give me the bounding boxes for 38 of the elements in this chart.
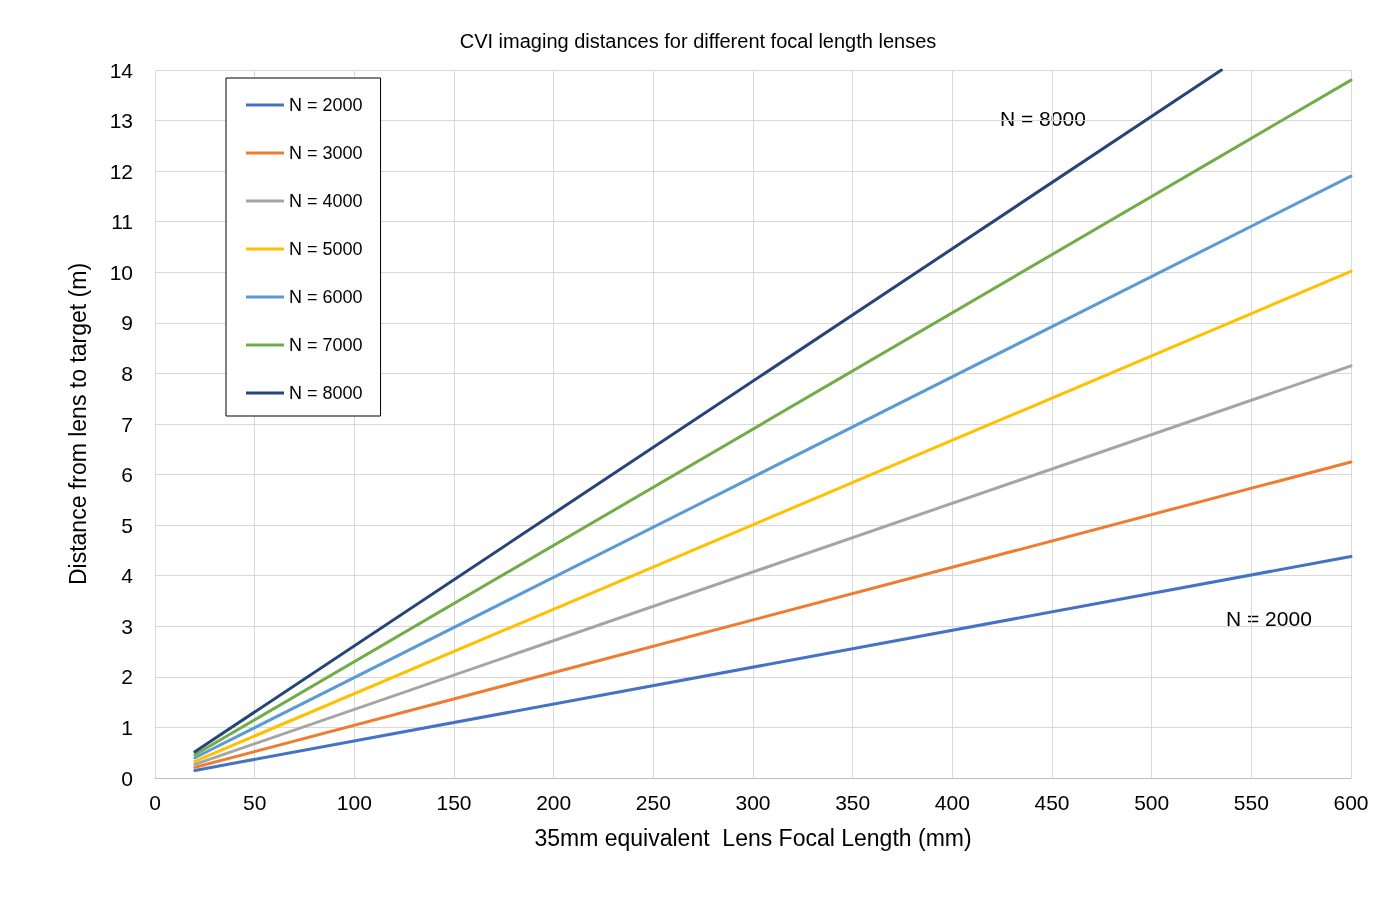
y-axis-title: Distance from lens to target (m) bbox=[64, 262, 91, 586]
x-tick-label: 100 bbox=[336, 791, 372, 814]
y-tick-label: 1 bbox=[121, 715, 133, 739]
legend-label: N = 3000 bbox=[289, 143, 363, 163]
legend-label: N = 5000 bbox=[289, 239, 363, 259]
y-tick-label: 3 bbox=[121, 614, 133, 638]
x-tick-label: 250 bbox=[635, 791, 671, 814]
x-tick-label: 0 bbox=[149, 791, 161, 814]
y-tick-label: 11 bbox=[111, 210, 133, 234]
y-tick-label: 2 bbox=[121, 665, 133, 689]
x-tick-label: 50 bbox=[242, 791, 267, 814]
x-tick-label: 350 bbox=[835, 791, 871, 814]
x-tick-label: 550 bbox=[1233, 791, 1269, 814]
chart-title: CVI imaging distances for different focal length lenses bbox=[459, 30, 937, 52]
x-axis-title: 35mm equivalent Lens Focal Length (mm) bbox=[534, 824, 972, 851]
x-tick-label: 300 bbox=[735, 791, 771, 814]
legend-label: N = 2000 bbox=[289, 95, 363, 115]
x-tick-label: 450 bbox=[1034, 791, 1070, 814]
legend-label: N = 7000 bbox=[289, 335, 363, 355]
legend-label: N = 6000 bbox=[289, 287, 363, 307]
y-tick-label: 9 bbox=[121, 311, 133, 335]
legend-label: N = 4000 bbox=[289, 191, 363, 211]
legend-label: N = 8000 bbox=[289, 383, 363, 403]
y-tick-label: 0 bbox=[121, 766, 133, 790]
y-tick-label: 5 bbox=[121, 513, 133, 537]
y-tick-label: 4 bbox=[121, 564, 134, 588]
x-tick-label: 150 bbox=[436, 791, 472, 814]
y-tick-label: 7 bbox=[121, 412, 133, 436]
y-tick-label: 12 bbox=[109, 159, 133, 183]
x-tick-label: 500 bbox=[1134, 791, 1170, 814]
x-tick-label: 600 bbox=[1333, 791, 1369, 814]
y-tick-label: 10 bbox=[109, 260, 133, 284]
y-tick-label: 6 bbox=[121, 463, 133, 487]
x-tick-label: 200 bbox=[536, 791, 572, 814]
y-tick-label: 8 bbox=[121, 361, 133, 385]
y-tick-label: 13 bbox=[109, 109, 133, 133]
y-tick-label: 14 bbox=[109, 58, 134, 82]
x-tick-label: 400 bbox=[934, 791, 970, 814]
